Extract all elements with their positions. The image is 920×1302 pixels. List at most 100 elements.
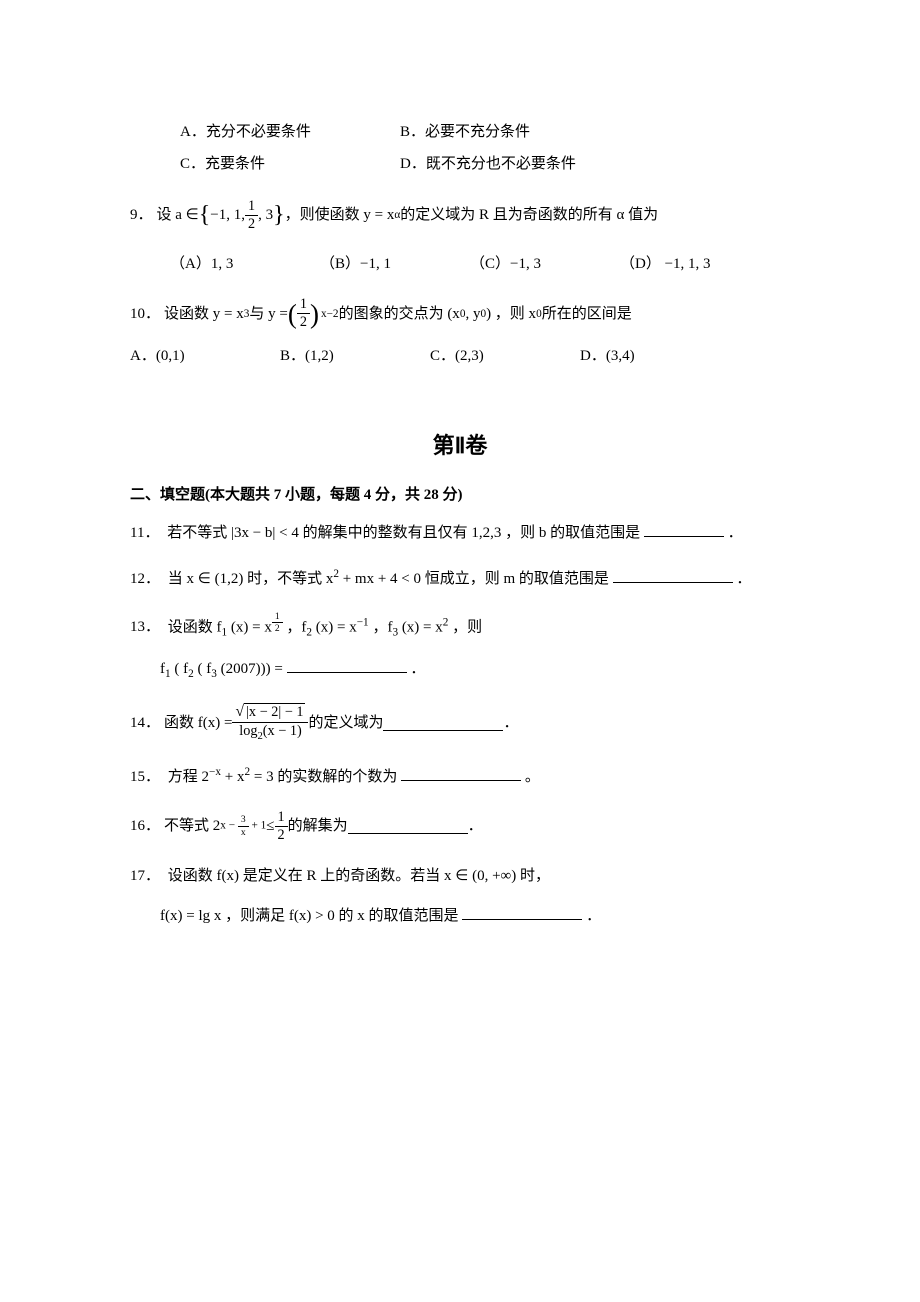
fraction: 1 2 xyxy=(297,296,310,331)
option-a: A．(0,1) xyxy=(130,344,280,368)
text: 若不等式 |3x − b| < 4 的解集中的整数有且仅有 1,2,3 ，则 b… xyxy=(167,525,640,541)
text: ． xyxy=(410,661,425,677)
option-label: B． xyxy=(400,124,425,140)
text: ( f xyxy=(174,661,188,677)
text: 当 x ∈ (1,2) 时，不等式 x xyxy=(168,571,334,587)
fill-blank xyxy=(644,522,724,537)
question-number: 16． xyxy=(130,814,160,838)
fraction: 1 2 xyxy=(245,198,258,233)
option-row: C．充要条件 D．既不充分也不必要条件 xyxy=(130,152,790,176)
option-b: B．(1,2) xyxy=(280,344,430,368)
question-11: 11． 若不等式 |3x − b| < 4 的解集中的整数有且仅有 1,2,3 … xyxy=(130,521,790,545)
section-header: 二、填空题(本大题共 7 小题，每题 4 分，共 28 分) xyxy=(130,483,790,507)
question-8-options: A．充分不必要条件 B．必要不充分条件 C．充要条件 D．既不充分也不必要条件 xyxy=(130,120,790,176)
text: ) ，则 x xyxy=(486,302,536,326)
text: 设函数 y = x xyxy=(164,302,244,326)
option-label: D． xyxy=(400,156,426,172)
subscript: 2 xyxy=(306,626,312,638)
subscript: 1 xyxy=(222,626,228,638)
exponent: x−2 xyxy=(321,305,339,323)
fill-blank xyxy=(462,905,582,920)
text: 函数 f(x) = xyxy=(164,711,232,735)
text: 不等式 2 xyxy=(164,814,220,838)
text: (x) = x xyxy=(231,619,272,635)
option-b: B．必要不充分条件 xyxy=(400,120,620,144)
option-a: A．充分不必要条件 xyxy=(180,120,400,144)
text: ，f xyxy=(372,619,392,635)
subscript: 3 xyxy=(211,668,217,680)
question-10: 10． 设函数 y = x3 与 y = ( 1 2 )x−2 的图象的交点为 … xyxy=(130,296,790,367)
text: ，f xyxy=(286,619,306,635)
text: ，则 xyxy=(452,619,482,635)
option-label: A． xyxy=(180,124,206,140)
text: = 3 的实数解的个数为 xyxy=(254,769,397,785)
question-15: 15． 方程 2−x + x2 = 3 的实数解的个数为 。 xyxy=(130,763,790,789)
question-line-1: 13． 设函数 f1 (x) = x12 ，f2 (x) = x−1 ，f3 (… xyxy=(130,611,790,642)
text: ． xyxy=(503,711,518,735)
fill-blank xyxy=(287,658,407,673)
question-stem: 14． 函数 f(x) = √|x − 2| − 1 log2(x − 1) 的… xyxy=(130,703,790,742)
text: + mx + 4 < 0 恒成立，则 m 的取值范围是 xyxy=(343,571,609,587)
question-12: 12． 当 x ∈ (1,2) 时，不等式 x2 + mx + 4 < 0 恒成… xyxy=(130,565,790,591)
option-b: （B）−1, 1 xyxy=(320,252,470,276)
text: ≤ xyxy=(266,814,274,838)
exponent: 2 xyxy=(244,766,250,778)
fraction: 1 2 xyxy=(275,809,288,844)
fill-blank xyxy=(348,819,468,834)
option-c: C．(2,3) xyxy=(430,344,580,368)
fill-blank xyxy=(383,716,503,731)
text: 设 a ∈ xyxy=(157,203,199,227)
question-number: 10． xyxy=(130,302,160,326)
question-9: 9． 设 a ∈ { −1, 1, 1 2 , 3 } ，则使函数 y = xα… xyxy=(130,196,790,276)
text: 的定义域为 R 且为奇函数的所有 α 值为 xyxy=(400,203,658,227)
text: (x) = x xyxy=(402,619,443,635)
text: , y xyxy=(465,302,480,326)
text: (2007))) = xyxy=(221,661,287,677)
log-arg: (x − 1) xyxy=(263,723,302,739)
subscript: 1 xyxy=(165,668,171,680)
brace-right: } xyxy=(273,196,285,234)
text: (x) = x xyxy=(316,619,357,635)
text: 的解集为 xyxy=(288,814,348,838)
question-number: 14． xyxy=(130,711,160,735)
text: ． xyxy=(736,571,751,587)
text: 设函数 f(x) 是定义在 R 上的奇函数。若当 x ∈ (0, +∞) 时， xyxy=(168,868,550,884)
text: 设函数 f xyxy=(168,619,222,635)
brace-left: { xyxy=(199,196,211,234)
numerator: √|x − 2| − 1 xyxy=(232,703,308,723)
option-c: （C）−1, 3 xyxy=(470,252,620,276)
exponent: 2 xyxy=(333,568,339,580)
option-text: 充要条件 xyxy=(205,156,265,172)
text: 的定义域为 xyxy=(308,711,383,735)
question-stem: 10． 设函数 y = x3 与 y = ( 1 2 )x−2 的图象的交点为 … xyxy=(130,296,790,331)
question-number: 9． xyxy=(130,203,153,227)
option-text: 必要不充分条件 xyxy=(425,124,530,140)
text: 。 xyxy=(525,769,540,785)
set-content: −1, 1, xyxy=(210,203,245,227)
question-stem: 16． 不等式 2 x − 3x + 1 ≤ 1 2 的解集为 ． xyxy=(130,809,790,844)
question-line-2: f(x) = lg x ，则满足 f(x) > 0 的 x 的取值范围是 ． xyxy=(130,904,790,928)
text: ． xyxy=(468,814,483,838)
question-number: 13． xyxy=(130,619,160,635)
text: f(x) = lg x ，则满足 f(x) > 0 的 x 的取值范围是 xyxy=(160,908,459,924)
question-14: 14． 函数 f(x) = √|x − 2| − 1 log2(x − 1) 的… xyxy=(130,703,790,742)
exponent: −x xyxy=(209,766,221,778)
subscript: 2 xyxy=(188,668,194,680)
option-text: 既不充分也不必要条件 xyxy=(426,156,576,172)
denominator: log2(x − 1) xyxy=(232,723,308,743)
option-text: 充分不必要条件 xyxy=(206,124,311,140)
text: 与 y = xyxy=(249,302,287,326)
text: 所在的区间是 xyxy=(542,302,632,326)
option-d: D．既不充分也不必要条件 xyxy=(400,152,620,176)
sqrt-symbol: √ xyxy=(235,703,244,720)
denominator: 2 xyxy=(275,827,288,844)
fill-blank xyxy=(613,568,733,583)
numerator: 1 xyxy=(245,198,258,216)
text: + x xyxy=(225,769,245,785)
section-title: 第Ⅱ卷 xyxy=(130,428,790,463)
text: 的图象的交点为 (x xyxy=(339,302,460,326)
denominator: 2 xyxy=(245,216,258,233)
text: ． xyxy=(586,908,601,924)
question-13: 13． 设函数 f1 (x) = x12 ，f2 (x) = x−1 ，f3 (… xyxy=(130,611,790,684)
option-row: A．(0,1) B．(1,2) C．(2,3) D．(3,4) xyxy=(130,344,790,368)
